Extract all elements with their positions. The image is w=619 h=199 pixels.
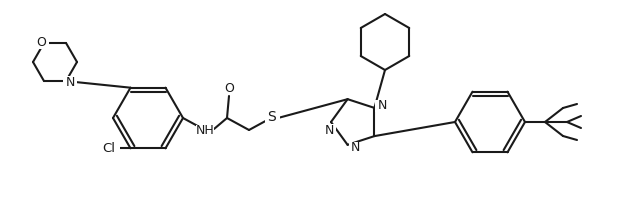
Bar — [196, 125, 214, 138]
Bar — [375, 100, 389, 112]
Text: O: O — [36, 36, 46, 49]
Bar — [348, 142, 363, 154]
Text: NH: NH — [196, 125, 214, 138]
Bar — [222, 82, 236, 94]
Text: N: N — [378, 99, 387, 112]
Text: O: O — [224, 82, 234, 95]
Text: S: S — [267, 110, 276, 124]
Bar — [98, 142, 119, 155]
Text: Cl: Cl — [102, 142, 115, 155]
Text: N: N — [351, 141, 360, 154]
Bar — [264, 110, 280, 124]
Bar — [63, 76, 77, 89]
Bar — [322, 124, 336, 136]
Bar — [33, 36, 49, 49]
Text: N: N — [324, 124, 334, 137]
Text: N: N — [66, 76, 75, 89]
